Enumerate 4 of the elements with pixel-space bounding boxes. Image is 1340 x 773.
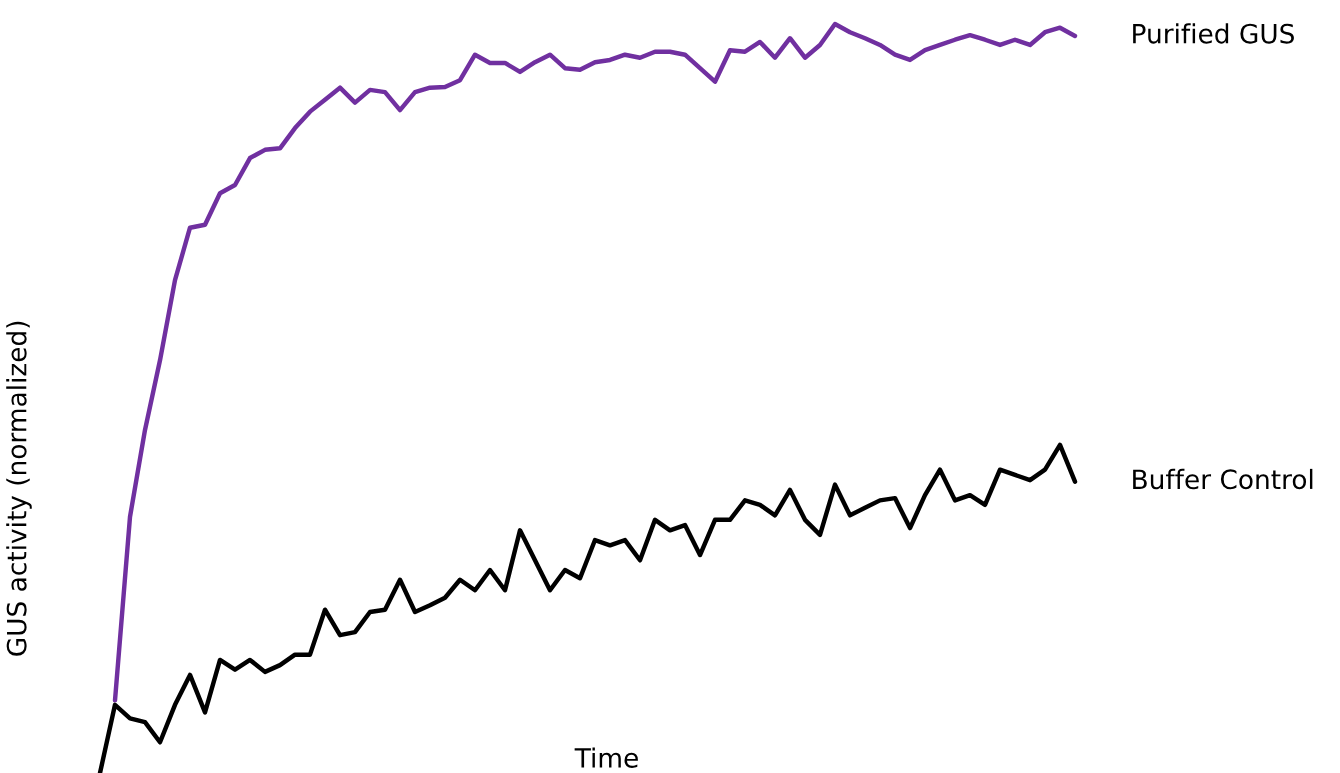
text: Buffer Control bbox=[1133, 468, 1313, 490]
x-axis-title: Time bbox=[574, 747, 638, 768]
text: Purified GUS bbox=[1133, 23, 1294, 44]
y-axis-title: GUS activity (normalized) bbox=[6, 321, 32, 656]
